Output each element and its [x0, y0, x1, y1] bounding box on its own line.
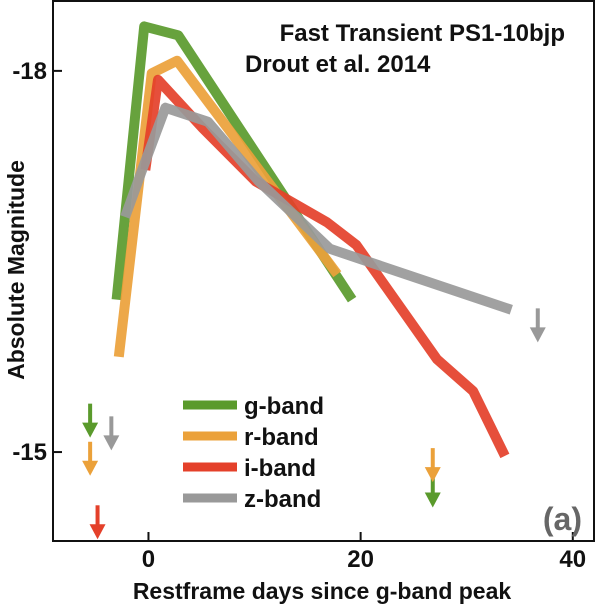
- upper-limit-arrow-r-band-0: [82, 441, 99, 476]
- upper-limit-arrow-i-band-0: [89, 505, 106, 540]
- legend-label-r-band: r-band: [244, 424, 319, 451]
- x-tick-label: 20: [347, 546, 374, 573]
- x-axis-label: Restframe days since g-band peak: [133, 578, 512, 604]
- series-line-g-band: [111, 21, 357, 303]
- series-line-r-band: [113, 55, 342, 358]
- x-tick-label: 0: [142, 546, 155, 573]
- plot-frame: [52, 0, 595, 542]
- x-tick-label: 40: [559, 546, 586, 573]
- legend-label-i-band: i-band: [244, 455, 316, 482]
- upper-limit-arrow-g-band-0: [82, 403, 99, 438]
- legend-label-z-band: z-band: [244, 486, 321, 513]
- upper-limit-arrow-z-band-0: [103, 416, 120, 451]
- y-axis-label: Absolute Magnitude: [3, 160, 29, 380]
- legend: g-band r-band i-band z-band: [183, 393, 324, 513]
- upper-limit-arrow-z-band-1: [529, 308, 546, 343]
- y-ticks: -18 -15: [12, 58, 62, 466]
- legend-label-g-band: g-band: [244, 393, 324, 420]
- series-line-z-band: [120, 102, 513, 315]
- series-line-i-band: [140, 74, 510, 459]
- y-tick-label: -18: [12, 58, 47, 85]
- annotation-object: Fast Transient PS1-10bjp: [280, 20, 565, 47]
- annotation-reference: Drout et al. 2014: [245, 51, 431, 78]
- y-tick-label: -15: [12, 439, 47, 466]
- plot-area: [82, 21, 546, 540]
- panel-label: (a): [543, 501, 582, 537]
- x-ticks: 0 20 40: [142, 532, 586, 573]
- upper-limit-arrow-r-band-1: [424, 448, 441, 483]
